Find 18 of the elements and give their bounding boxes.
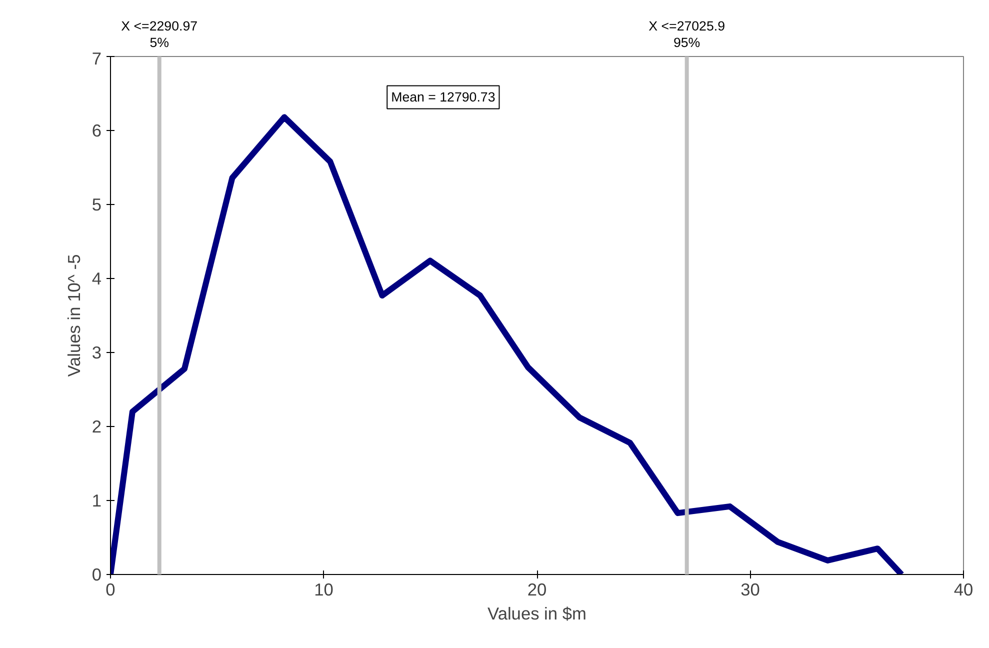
x-tick-label: 20 xyxy=(527,580,547,600)
annotation: Mean = 12790.73 xyxy=(391,90,496,105)
y-tick-label: 3 xyxy=(92,342,102,362)
y-tick-label: 0 xyxy=(92,564,102,584)
x-tick-label: 10 xyxy=(314,580,334,600)
x-axis-title: Values in $m xyxy=(488,604,586,624)
y-tick-label: 5 xyxy=(92,194,102,214)
y-tick-label: 6 xyxy=(92,120,102,140)
x-tick-label: 30 xyxy=(740,580,760,600)
ref-line-label: X <=27025.9 95% xyxy=(648,18,725,50)
x-tick-label: 0 xyxy=(106,580,116,600)
y-tick-label: 2 xyxy=(92,416,102,436)
x-tick-label: 40 xyxy=(954,580,974,600)
y-tick-label: 1 xyxy=(92,490,102,510)
y-tick-label: 7 xyxy=(92,48,102,68)
y-tick-label: 4 xyxy=(92,268,102,288)
ref-line-label: X <=2290.97 5% xyxy=(121,18,198,50)
y-axis-title: Values in 10^ -5 xyxy=(64,254,84,377)
